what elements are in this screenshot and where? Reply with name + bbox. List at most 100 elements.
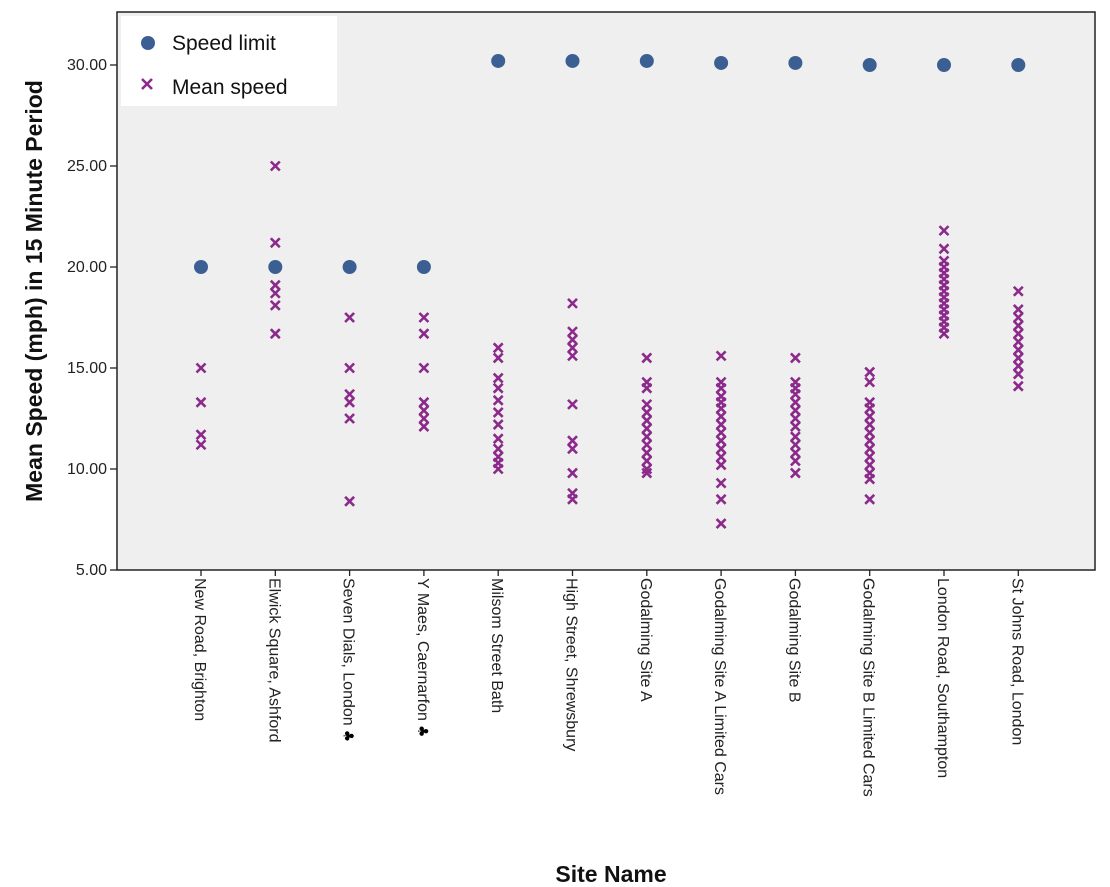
mean-speed-point [938, 243, 950, 255]
mean-speed-point [567, 342, 578, 354]
mean-speed-point [641, 455, 653, 467]
mean-speed-point [641, 439, 653, 451]
mean-speed-point [492, 352, 504, 364]
mean-speed-point [492, 407, 504, 418]
mean-speed-point [789, 455, 801, 467]
mean-speed-point [789, 447, 801, 459]
mean-speed-point [1012, 312, 1024, 323]
x-tick-label: Y Maes, Caernarfon [414, 578, 431, 721]
mean-speed-point [492, 419, 504, 430]
mean-speed-point [195, 396, 207, 408]
mean-speed-point [344, 495, 356, 507]
x-tick-label-group: Milsom Street Bath [488, 578, 505, 713]
speed-limit-point [491, 53, 506, 68]
x-tick-label-group: Godalming Site B Limited Cars [860, 578, 877, 797]
mean-speed-point [269, 160, 281, 172]
mean-speed-point [864, 443, 876, 455]
mean-speed-point [789, 396, 801, 408]
y-tick-label: 30.00 [67, 57, 107, 74]
mean-speed-point [492, 463, 504, 475]
speed-limit-point [416, 260, 431, 274]
x-tick-label: Elwick Square, Ashford [265, 578, 282, 743]
mean-speed-point [492, 382, 504, 394]
x-tick-label-group: Godalming Site A [637, 578, 654, 702]
mean-speed-point [715, 518, 727, 529]
mean-speed-point [641, 423, 653, 435]
x-tick-label-group: Seven Dials, London ♣ [340, 578, 357, 742]
mean-speed-point [1012, 328, 1024, 340]
mean-speed-point [789, 413, 801, 424]
mean-speed-point [864, 459, 876, 471]
category-note-mark: ♣ [340, 730, 356, 743]
mean-speed-point [789, 431, 801, 443]
x-tick-label-group: Elwick Square, Ashford [265, 578, 282, 743]
speed-limit-point [268, 260, 283, 274]
mean-speed-point [344, 362, 356, 374]
mean-speed-point [641, 415, 653, 426]
mean-speed-point [715, 435, 727, 447]
speed-limit-point [788, 55, 803, 70]
x-tick-label: Godalming Site A [637, 578, 654, 702]
y-tick-label: 25.00 [67, 158, 107, 175]
mean-speed-point [418, 421, 430, 432]
mean-speed-point [641, 407, 653, 418]
y-axis-title: Mean Speed (mph) in 15 Minute Period [21, 80, 47, 502]
mean-speed-point [715, 419, 727, 430]
x-tick-label: Godalming Site A Limited Cars [711, 578, 728, 795]
y-tick-label: 10.00 [67, 461, 107, 478]
x-tick-label: High Street, Shrewsbury [563, 578, 580, 751]
mean-speed-point [789, 405, 801, 416]
legend-circle-marker [141, 36, 155, 50]
mean-speed-point [344, 396, 356, 408]
mean-speed-point [864, 376, 876, 388]
mean-speed-point [418, 312, 430, 323]
mean-speed-point [567, 493, 578, 505]
mean-speed-point [641, 382, 653, 394]
mean-speed-point [1012, 336, 1024, 348]
mean-speed-point [715, 402, 727, 414]
mean-speed-point [715, 477, 727, 489]
mean-speed-point [715, 451, 727, 463]
mean-speed-point [567, 326, 578, 338]
x-tick-label-group: New Road, Brighton [191, 578, 208, 721]
mean-speed-point [715, 411, 727, 422]
mean-speed-point [789, 388, 801, 400]
mean-speed-point [864, 451, 876, 463]
mean-speed-point [1012, 320, 1024, 331]
x-tick-label-group: Y Maes, Caernarfon ♣ [414, 578, 431, 737]
x-tick-label-group: High Street, Shrewsbury [563, 578, 580, 751]
mean-speed-point [641, 463, 653, 475]
legend: Speed limit Mean speed [121, 16, 337, 106]
mean-speed-point [344, 388, 356, 400]
mean-speed-point [641, 431, 653, 443]
mean-speed-point [715, 443, 727, 455]
legend-box [121, 16, 337, 106]
mean-speed-point [567, 443, 578, 455]
y-tick-label: 15.00 [67, 360, 107, 377]
mean-speed-point [1012, 344, 1024, 356]
mean-speed-point [864, 419, 876, 430]
speed-limit-point [862, 58, 877, 72]
speed-limit-point [194, 260, 208, 274]
x-tick-label: Milsom Street Bath [488, 578, 505, 713]
mean-speed-point [641, 352, 653, 364]
mean-speed-point [641, 467, 653, 479]
mean-speed-point [641, 447, 653, 459]
x-tick-label-group: Godalming Site A Limited Cars [711, 578, 728, 795]
mean-speed-point [344, 413, 356, 424]
mean-speed-point [269, 237, 281, 249]
mean-speed-point [195, 429, 207, 441]
speed-limit-point [565, 53, 580, 68]
x-tick-label-group: London Road, Southampton [934, 578, 951, 778]
mean-speed-point [864, 473, 876, 485]
mean-speed-point [715, 350, 727, 362]
mean-speed-point [715, 459, 727, 471]
x-tick-label-group: St Johns Road, London [1008, 578, 1025, 745]
mean-speed-point [938, 225, 950, 237]
mean-speed-point [567, 297, 578, 309]
speed-limit-point [937, 58, 951, 72]
mean-speed-point [864, 411, 876, 422]
mean-speed-point [1012, 304, 1024, 315]
mean-speed-point [195, 362, 207, 374]
category-note-mark: ♣ [414, 725, 430, 738]
